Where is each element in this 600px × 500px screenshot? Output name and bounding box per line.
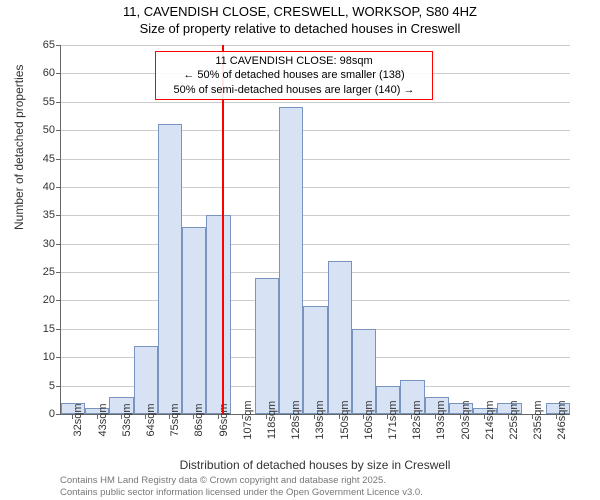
chart-title: 11, CAVENDISH CLOSE, CRESWELL, WORKSOP, … <box>0 4 600 38</box>
annotation-line: 50% of semi-detached houses are larger (… <box>162 83 426 97</box>
y-tick-mark <box>56 73 61 74</box>
y-tick-mark <box>56 215 61 216</box>
x-tick-label: 139sqm <box>314 400 326 439</box>
x-tick-label: 246sqm <box>556 400 568 439</box>
y-tick-label: 0 <box>49 408 55 420</box>
histogram-bar <box>279 107 303 414</box>
x-tick-label: 53sqm <box>121 403 133 436</box>
y-tick-mark <box>56 386 61 387</box>
histogram-bar <box>182 227 206 414</box>
x-tick-label: 107sqm <box>242 400 254 439</box>
histogram-bar <box>255 278 279 414</box>
y-tick-label: 5 <box>49 380 55 392</box>
histogram-chart: 11, CAVENDISH CLOSE, CRESWELL, WORKSOP, … <box>0 0 600 500</box>
y-tick-mark <box>56 159 61 160</box>
x-axis-label: Distribution of detached houses by size … <box>60 458 570 472</box>
y-tick-label: 30 <box>43 238 55 250</box>
y-tick-label: 15 <box>43 323 55 335</box>
x-tick-label: 214sqm <box>484 400 496 439</box>
x-tick-label: 182sqm <box>411 400 423 439</box>
x-tick-label: 203sqm <box>460 400 472 439</box>
title-line-1: 11, CAVENDISH CLOSE, CRESWELL, WORKSOP, … <box>0 4 600 21</box>
annotation-line: ← 50% of detached houses are smaller (13… <box>162 68 426 82</box>
gridline-h <box>61 300 570 301</box>
x-tick-label: 75sqm <box>169 403 181 436</box>
annotation-line: 11 CAVENDISH CLOSE: 98sqm <box>162 54 426 68</box>
y-tick-mark <box>56 357 61 358</box>
y-axis-label: Number of detached properties <box>12 65 26 230</box>
y-tick-mark <box>56 45 61 46</box>
x-tick-label: 160sqm <box>363 400 375 439</box>
histogram-bar <box>206 215 230 414</box>
gridline-h <box>61 244 570 245</box>
reference-line <box>222 45 224 414</box>
y-tick-label: 50 <box>43 124 55 136</box>
x-tick-label: 128sqm <box>290 400 302 439</box>
title-line-2: Size of property relative to detached ho… <box>0 21 600 38</box>
y-tick-mark <box>56 272 61 273</box>
x-tick-label: 193sqm <box>435 400 447 439</box>
y-tick-label: 25 <box>43 266 55 278</box>
gridline-h <box>61 130 570 131</box>
x-tick-label: 118sqm <box>266 401 278 439</box>
x-tick-label: 32sqm <box>72 403 84 436</box>
y-tick-mark <box>56 130 61 131</box>
gridline-h <box>61 272 570 273</box>
histogram-bar <box>158 124 182 414</box>
y-tick-label: 35 <box>43 209 55 221</box>
x-tick-label: 64sqm <box>145 403 157 436</box>
y-tick-mark <box>56 300 61 301</box>
y-tick-mark <box>56 244 61 245</box>
x-tick-label: 225sqm <box>508 400 520 439</box>
x-tick-label: 43sqm <box>97 403 109 436</box>
y-tick-label: 65 <box>43 39 55 51</box>
x-tick-label: 150sqm <box>339 400 351 439</box>
x-tick-label: 86sqm <box>193 403 205 436</box>
gridline-h <box>61 215 570 216</box>
annotation-box: 11 CAVENDISH CLOSE: 98sqm← 50% of detach… <box>155 51 433 100</box>
gridline-h <box>61 45 570 46</box>
y-tick-mark <box>56 414 61 415</box>
y-tick-label: 40 <box>43 181 55 193</box>
gridline-h <box>61 102 570 103</box>
gridline-h <box>61 187 570 188</box>
y-tick-mark <box>56 102 61 103</box>
footer-line-2: Contains public sector information licen… <box>60 487 570 498</box>
histogram-bar <box>328 261 352 414</box>
y-tick-label: 55 <box>43 96 55 108</box>
histogram-bar <box>303 306 327 414</box>
footer-line-1: Contains HM Land Registry data © Crown c… <box>60 475 570 486</box>
y-tick-label: 60 <box>43 67 55 79</box>
y-tick-mark <box>56 187 61 188</box>
gridline-h <box>61 159 570 160</box>
y-tick-label: 10 <box>43 351 55 363</box>
y-tick-label: 45 <box>43 153 55 165</box>
x-tick-label: 235sqm <box>532 400 544 439</box>
x-tick-label: 171sqm <box>387 400 399 439</box>
y-tick-label: 20 <box>43 294 55 306</box>
chart-footer: Contains HM Land Registry data © Crown c… <box>60 475 570 498</box>
y-tick-mark <box>56 329 61 330</box>
plot-area: 0510152025303540455055606532sqm43sqm53sq… <box>60 45 570 415</box>
